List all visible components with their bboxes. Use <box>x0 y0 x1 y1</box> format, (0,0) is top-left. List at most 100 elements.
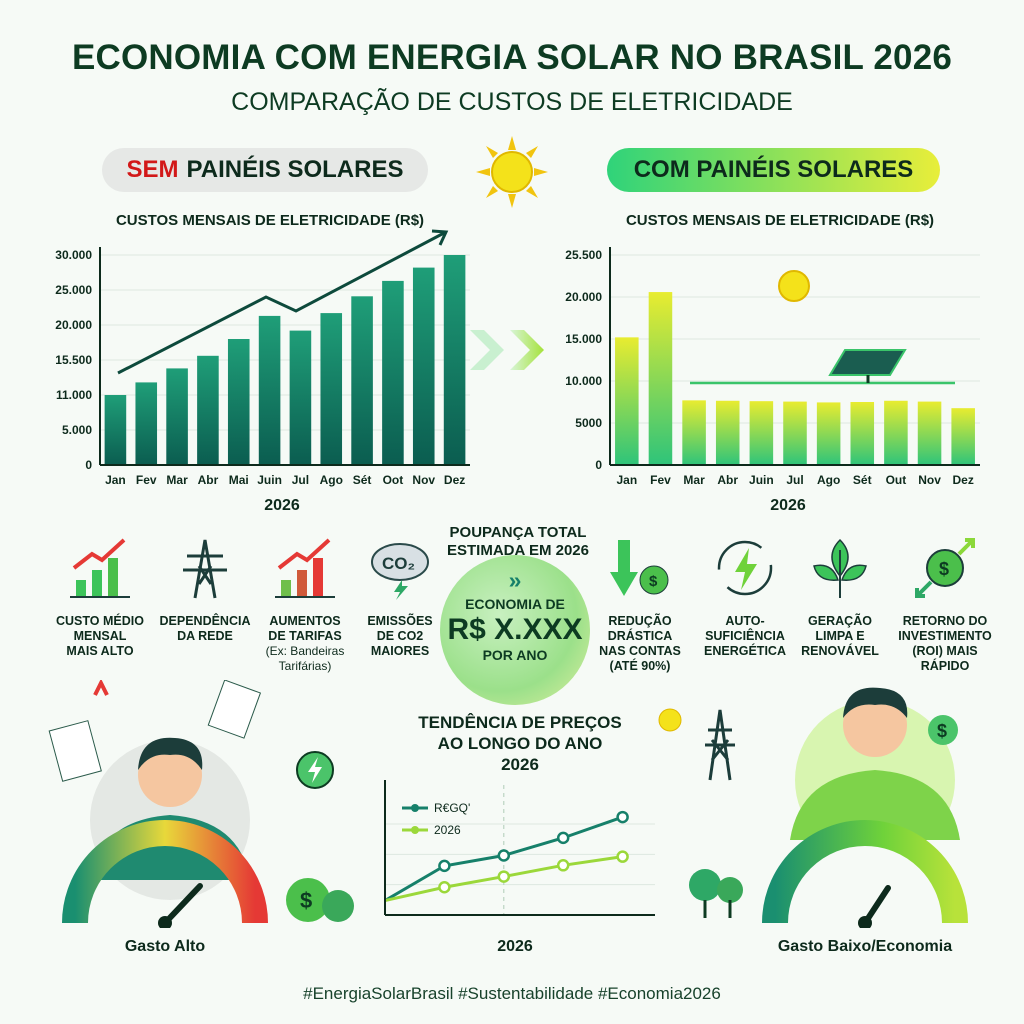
down-arrow-money-bag-icon: $ <box>608 536 672 600</box>
feature-label-line: SUFICIÊNCIA <box>705 629 785 643</box>
x-tick-label: Nov <box>918 473 941 487</box>
feature-label-line: RÁPIDO <box>920 659 970 673</box>
right-chart-xlabel: 2026 <box>770 497 806 514</box>
feature-label-line: REDUÇÃO <box>608 614 672 628</box>
feature-label-line: AUTO- <box>725 614 765 628</box>
feature-label-line: DA REDE <box>177 629 233 643</box>
data-point <box>556 859 570 872</box>
feature-label-line: EMISSÕES <box>367 614 433 628</box>
trend-year: 2026 <box>501 755 539 774</box>
sun <box>778 270 810 302</box>
bar-Nov <box>917 401 942 465</box>
x-tick-label: Out <box>886 473 907 487</box>
feature-label: AUTO- SUFICIÊNCIA ENERGÉTICA <box>690 614 800 659</box>
feature-label-line: LIMPA E <box>815 629 865 643</box>
feature-label: REDUÇÃO DRÁSTICA NAS CONTAS (ATÉ 90%) <box>585 614 695 674</box>
data-point <box>497 870 511 883</box>
y-tick-label: 20.000 <box>55 318 92 332</box>
trend-title-1: TENDÊNCIA DE PREÇOS <box>418 713 622 732</box>
bar-Sét <box>351 296 373 465</box>
without-solar-label: SEM PAINÉIS SOLARES <box>102 148 428 192</box>
x-tick-label: Fev <box>650 473 671 487</box>
bar-Fev <box>648 292 673 465</box>
feature-label-line: ENERGÉTICA <box>704 644 786 658</box>
legend-dot <box>411 826 419 834</box>
data-point <box>616 810 629 824</box>
feature-label-line: MAIS ALTO <box>66 644 134 658</box>
feature-label-line: (ROI) MAIS <box>912 644 978 658</box>
feature-label-line: AUMENTOS <box>269 614 341 628</box>
solar-panel-icon <box>828 349 907 383</box>
without-rest: PAINÉIS SOLARES <box>186 156 404 183</box>
bar-Abr <box>197 355 219 465</box>
feature-label-line: DE TARIFAS <box>268 629 342 643</box>
y-tick-label: 20.000 <box>565 290 602 304</box>
bar-Oot <box>382 280 404 465</box>
feature-label: CUSTO MÉDIO MENSAL MAIS ALTO <box>45 614 155 659</box>
y-tick-label: 15.500 <box>55 353 92 367</box>
legend-label: R€GQ' <box>434 801 470 815</box>
data-point <box>438 881 451 894</box>
data-point <box>497 849 511 862</box>
leaf-icon <box>808 536 872 600</box>
low-spend-gauge <box>762 820 968 928</box>
bar-Nov <box>412 267 435 465</box>
bar-Mar <box>682 400 706 465</box>
feature-label-line: NAS CONTAS <box>599 644 681 658</box>
data-point <box>616 850 629 863</box>
left-chart-title: CUSTOS MENSAIS DE ELETRICIDADE (R$) <box>115 212 425 229</box>
feature-label-line: CUSTO MÉDIO <box>56 614 144 628</box>
feature-label: DEPENDÊNCIA DA REDE <box>150 614 260 644</box>
feature-label-line: INVESTIMENTO <box>898 629 992 643</box>
rising-bar-chart-icon <box>68 536 132 600</box>
bar-Juin <box>258 315 281 465</box>
svg-text:$: $ <box>937 721 947 741</box>
x-tick-label: Dez <box>444 473 465 487</box>
x-tick-label: Jan <box>616 473 637 487</box>
with-solar-label: COM PAINÉIS SOLARES <box>607 148 940 192</box>
high-spend-gauge <box>62 820 268 928</box>
x-tick-label: Juin <box>257 473 282 487</box>
x-tick-label: Abr <box>198 473 219 487</box>
feature-label: RETORNO DO INVESTIMENTO (ROI) MAIS RÁPIDO <box>890 614 1000 674</box>
x-tick-label: Nov <box>412 473 435 487</box>
feature-label-line: DRÁSTICA <box>607 629 673 643</box>
x-tick-label: Jul <box>786 473 803 487</box>
money-bags-icon: $ <box>286 878 354 922</box>
trend-arrow-head <box>431 229 449 246</box>
lightning-cycle-icon <box>713 536 777 600</box>
data-point <box>438 859 451 873</box>
trend-title-2: AO LONGO DO ANO <box>437 734 603 753</box>
bar-Jul <box>783 401 807 465</box>
feature-note: (Ex: Bandeiras Tarifárias) <box>265 644 345 673</box>
left-chart-xlabel: 2026 <box>264 497 300 514</box>
x-tick-label: Mar <box>683 473 705 487</box>
feature-label-line: GERAÇÃO <box>808 614 872 628</box>
feature-label-line: RENOVÁVEL <box>801 644 879 658</box>
bar-Jul <box>289 330 312 465</box>
y-tick-label: 15.000 <box>565 332 602 346</box>
roi-dollar-icon: $ <box>913 536 977 600</box>
savings-amount: R$ X.XXX <box>447 613 583 646</box>
trend-title: TENDÊNCIA DE PREÇOS AO LONGO DO ANO 2026 <box>370 712 670 775</box>
legend-dot <box>411 804 419 812</box>
happy-person-illustration: $ <box>790 687 960 840</box>
savings-line1: ECONOMIA DE <box>465 596 565 612</box>
without-accent: SEM <box>126 156 179 183</box>
feature-label-line: RETORNO DO <box>902 614 988 628</box>
y-tick-label: 30.000 <box>55 248 92 262</box>
data-point <box>556 831 570 845</box>
bar-Out <box>884 400 908 465</box>
x-tick-label: Ago <box>817 473 840 487</box>
page-title: ECONOMIA COM ENERGIA SOLAR NO BRASIL 202… <box>71 38 953 77</box>
feature-label: AUMENTOS DE TARIFAS (Ex: Bandeiras Tarifár… <box>250 614 360 674</box>
feature-label: GERAÇÃO LIMPA E RENOVÁVEL <box>785 614 895 659</box>
bar-Mar <box>166 368 188 465</box>
savings-line3: POR ANO <box>482 647 548 663</box>
trend-xlabel: 2026 <box>497 938 533 955</box>
sun-icon <box>778 270 810 302</box>
left-bar-chart: 0 5.000 11.000 15.500 20.000 25.000 30.000 Jan F… <box>55 229 470 487</box>
savings-heading-2: ESTIMADA EM 2026 <box>447 542 589 559</box>
x-tick-label: Dez <box>953 473 974 487</box>
energy-coin-icon <box>296 751 334 789</box>
